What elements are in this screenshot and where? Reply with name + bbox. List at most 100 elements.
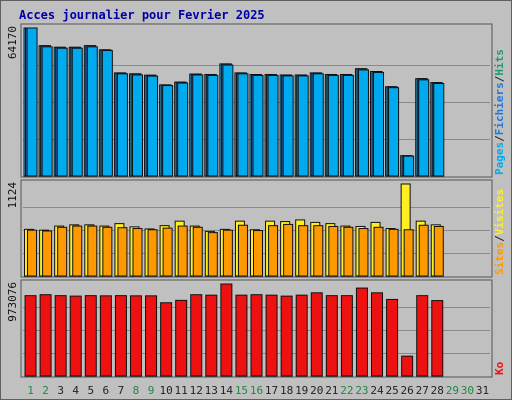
bar-pages-7 [116,73,128,177]
legend-visits: Sites/Visites [493,189,506,275]
bar-ko-12 [190,294,203,377]
bar-ko-9 [145,295,158,377]
x-tick-label-22: 22 [340,384,353,397]
bar-ko-15 [235,294,248,377]
x-tick-label-20: 20 [310,384,323,397]
bar-sites-11 [177,225,188,277]
bar-pages-28 [433,83,445,177]
bar-ko-17 [265,294,278,377]
legend-item-kb-0: Ko [493,361,506,375]
bar-ko-5 [84,295,97,377]
bar-sites-9 [147,229,158,277]
bar-pages-26 [403,155,415,177]
bar-pages-14 [222,64,234,177]
bar-sites-8 [132,228,143,277]
legend-item-visits-2: Visites [493,189,506,235]
bar-sites-4 [72,225,83,277]
x-tick-label-1: 1 [27,384,34,397]
x-tick-label-21: 21 [325,384,338,397]
x-tick-label-17: 17 [265,384,278,397]
x-tick-label-16: 16 [250,384,263,397]
x-tick-label-13: 13 [205,384,218,397]
legend-hits: Pages/Fichiers/Hits [493,49,506,175]
x-tick-label-6: 6 [103,384,110,397]
bar-sites-6 [102,226,113,277]
legend-item-hits-4: Hits [493,49,506,76]
x-tick-label-8: 8 [133,384,140,397]
bar-pages-13 [207,74,219,177]
bar-sites-1 [27,229,38,277]
bar-sites-24 [373,226,384,277]
bar-sites-5 [87,225,98,277]
bar-sites-2 [42,230,53,277]
legend-item-hits-3: / [493,75,506,82]
bar-sites-7 [117,227,128,277]
x-tick-label-14: 14 [220,384,234,397]
bar-pages-19 [297,75,309,177]
bar-ko-6 [99,295,112,377]
bar-sites-25 [388,228,399,277]
bar-pages-2 [41,46,53,177]
bar-ko-25 [386,298,399,377]
bar-sites-27 [418,224,429,277]
bar-pages-25 [388,87,400,177]
bar-ko-23 [355,287,368,377]
bar-ko-2 [39,294,52,377]
x-tick-label-7: 7 [118,384,125,397]
bar-sites-16 [253,230,263,277]
x-tick-label-2: 2 [42,384,49,397]
bar-ko-16 [250,294,263,377]
bar-ko-14 [220,283,233,377]
bar-sites-10 [162,227,173,277]
x-tick-label-11: 11 [175,384,188,397]
bar-ko-19 [295,294,308,377]
bar-sites-28 [433,225,444,277]
x-tick-label-18: 18 [280,384,293,397]
bar-ko-22 [340,295,353,377]
bar-ko-4 [69,295,82,377]
bar-sites-14 [222,229,233,277]
bar-pages-18 [282,75,294,177]
bar-ko-28 [431,300,444,377]
x-tick-label-29: 29 [446,384,459,397]
legend-item-visits-0: Sites [493,242,506,275]
bar-ko-24 [371,292,384,377]
legend-kb: Ko [493,361,506,375]
bar-sites-3 [57,226,68,277]
bar-pages-24 [373,71,385,177]
chart-title: Acces journalier pour Fevrier 2025 [19,8,265,22]
legend-item-hits-1: / [493,135,506,142]
bar-pages-12 [192,74,204,177]
bar-pages-6 [101,50,113,177]
bar-ko-7 [114,295,127,377]
bar-ko-11 [175,299,188,377]
x-tick-label-4: 4 [72,384,79,397]
bar-sites-12 [192,226,203,277]
bar-pages-3 [56,47,68,177]
bar-ko-26 [401,355,414,377]
x-tick-label-9: 9 [148,384,155,397]
bar-sites-20 [313,225,324,277]
legend-item-hits-2: Fichiers [493,82,506,135]
bar-sites-21 [328,225,339,277]
bar-ko-13 [205,294,218,377]
x-tick-label-24: 24 [370,384,384,397]
ymax-label-hits: 64170 [6,26,19,59]
bar-sites-17 [268,225,279,277]
x-tick-label-28: 28 [431,384,444,397]
bar-sites-18 [283,223,294,277]
ymax-label-kb: 973076 [6,282,19,322]
bar-sites-26 [403,229,414,277]
x-tick-label-31: 31 [476,384,489,397]
bar-pages-10 [162,85,174,177]
bar-pages-22 [342,74,354,177]
legend-item-visits-1: / [493,235,506,242]
bar-ko-8 [129,295,142,377]
x-tick-label-23: 23 [355,384,368,397]
bar-pages-11 [177,82,189,177]
bar-sites-19 [298,225,309,277]
bar-ko-27 [416,295,429,377]
x-tick-label-15: 15 [235,384,248,397]
bar-pages-17 [267,74,279,177]
